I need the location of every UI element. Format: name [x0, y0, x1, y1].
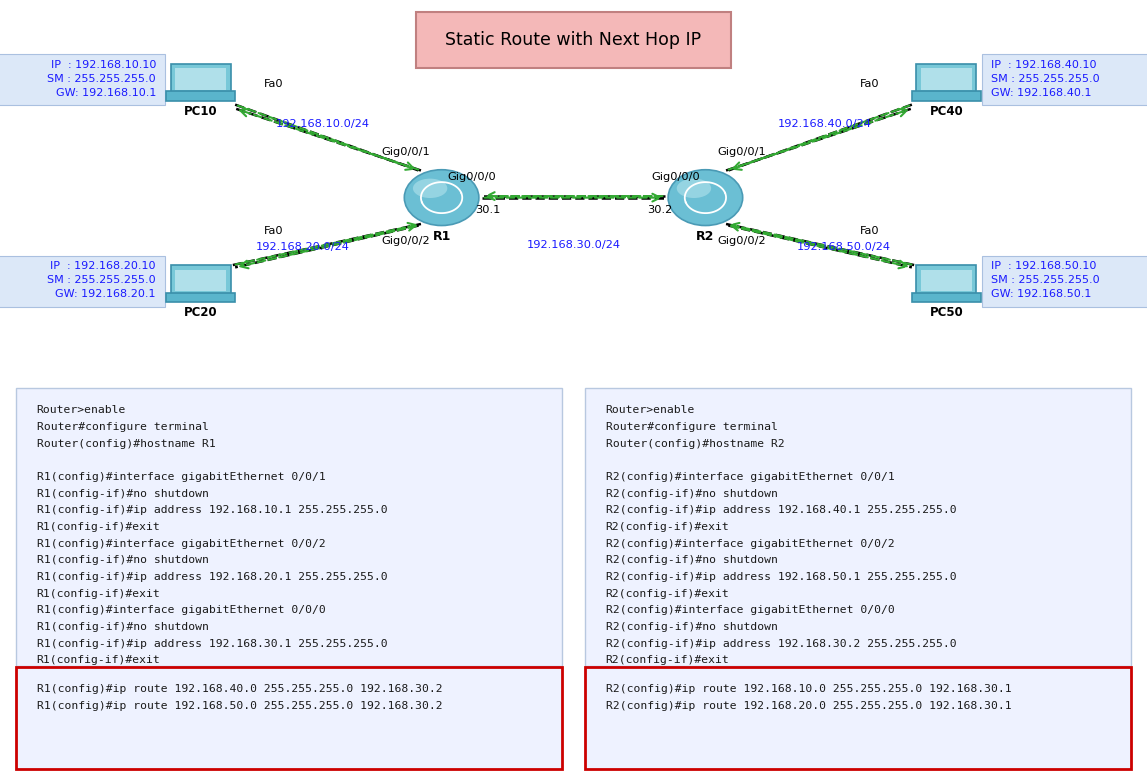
Text: R1(config-if)#no shutdown: R1(config-if)#no shutdown: [37, 622, 209, 632]
Text: SM : 255.255.255.0: SM : 255.255.255.0: [47, 74, 156, 84]
Text: R1(config-if)#ip address 192.168.30.1 255.255.255.0: R1(config-if)#ip address 192.168.30.1 25…: [37, 639, 388, 649]
FancyBboxPatch shape: [0, 256, 165, 307]
Text: PC20: PC20: [184, 306, 218, 319]
Text: R1(config)#ip route 192.168.40.0 255.255.255.0 192.168.30.2: R1(config)#ip route 192.168.40.0 255.255…: [37, 684, 443, 694]
Text: SM : 255.255.255.0: SM : 255.255.255.0: [991, 74, 1100, 84]
Ellipse shape: [677, 179, 711, 198]
Text: Fa0: Fa0: [860, 79, 880, 89]
FancyBboxPatch shape: [0, 54, 165, 105]
Text: 30.1: 30.1: [475, 205, 500, 215]
Text: R1(config-if)#exit: R1(config-if)#exit: [37, 655, 161, 665]
Text: SM : 255.255.255.0: SM : 255.255.255.0: [47, 275, 156, 285]
Text: R2(config-if)#ip address 192.168.50.1 255.255.255.0: R2(config-if)#ip address 192.168.50.1 25…: [606, 572, 957, 582]
FancyBboxPatch shape: [916, 64, 976, 93]
FancyBboxPatch shape: [416, 12, 731, 68]
Text: Gig0/0/1: Gig0/0/1: [381, 147, 430, 157]
FancyBboxPatch shape: [921, 68, 972, 90]
Text: Gig0/0/0: Gig0/0/0: [650, 172, 700, 182]
Ellipse shape: [413, 179, 447, 198]
FancyBboxPatch shape: [16, 388, 562, 666]
FancyBboxPatch shape: [585, 388, 1131, 666]
Text: PC40: PC40: [929, 105, 963, 118]
Text: GW: 192.168.50.1: GW: 192.168.50.1: [991, 289, 1092, 299]
Text: 192.168.50.0/24: 192.168.50.0/24: [797, 242, 891, 252]
FancyBboxPatch shape: [916, 265, 976, 294]
Text: IP  : 192.168.50.10: IP : 192.168.50.10: [991, 261, 1097, 271]
Text: Router#configure terminal: Router#configure terminal: [37, 422, 209, 432]
Text: R2(config-if)#exit: R2(config-if)#exit: [606, 522, 729, 532]
Text: PC10: PC10: [184, 105, 218, 118]
FancyBboxPatch shape: [921, 270, 972, 291]
Text: Fa0: Fa0: [264, 226, 283, 236]
Text: R2(config-if)#exit: R2(config-if)#exit: [606, 589, 729, 598]
Text: SM : 255.255.255.0: SM : 255.255.255.0: [991, 275, 1100, 285]
Ellipse shape: [405, 170, 479, 226]
FancyBboxPatch shape: [175, 270, 226, 291]
Text: R1(config)#interface gigabitEthernet 0/0/2: R1(config)#interface gigabitEthernet 0/0…: [37, 539, 326, 549]
Text: R1(config)#interface gigabitEthernet 0/0/0: R1(config)#interface gigabitEthernet 0/0…: [37, 605, 326, 615]
Text: 192.168.40.0/24: 192.168.40.0/24: [778, 119, 872, 129]
Text: R1(config-if)#no shutdown: R1(config-if)#no shutdown: [37, 489, 209, 498]
Text: R2(config-if)#no shutdown: R2(config-if)#no shutdown: [606, 622, 778, 632]
FancyBboxPatch shape: [982, 256, 1147, 307]
FancyBboxPatch shape: [175, 68, 226, 90]
Text: R1(config-if)#ip address 192.168.10.1 255.255.255.0: R1(config-if)#ip address 192.168.10.1 25…: [37, 505, 388, 515]
Text: Static Route with Next Hop IP: Static Route with Next Hop IP: [445, 31, 702, 50]
Text: R2(config)#interface gigabitEthernet 0/0/0: R2(config)#interface gigabitEthernet 0/0…: [606, 605, 895, 615]
FancyBboxPatch shape: [166, 91, 235, 101]
Ellipse shape: [668, 170, 743, 226]
Text: R2: R2: [696, 230, 715, 243]
Text: 192.168.10.0/24: 192.168.10.0/24: [275, 119, 369, 129]
Text: R1(config-if)#exit: R1(config-if)#exit: [37, 522, 161, 532]
Text: IP  : 192.168.20.10: IP : 192.168.20.10: [50, 261, 156, 271]
FancyBboxPatch shape: [16, 667, 562, 769]
Text: Gig0/0/1: Gig0/0/1: [717, 147, 766, 157]
Text: Router(config)#hostname R1: Router(config)#hostname R1: [37, 439, 216, 449]
Text: R2(config-if)#no shutdown: R2(config-if)#no shutdown: [606, 555, 778, 565]
Text: Gig0/0/2: Gig0/0/2: [717, 236, 765, 246]
Text: R2(config)#interface gigabitEthernet 0/0/2: R2(config)#interface gigabitEthernet 0/0…: [606, 539, 895, 549]
Text: R1(config-if)#no shutdown: R1(config-if)#no shutdown: [37, 555, 209, 565]
Text: R2(config-if)#ip address 192.168.30.2 255.255.255.0: R2(config-if)#ip address 192.168.30.2 25…: [606, 639, 957, 649]
FancyBboxPatch shape: [912, 293, 981, 302]
Text: PC50: PC50: [929, 306, 963, 319]
FancyBboxPatch shape: [171, 265, 231, 294]
Text: 192.168.30.0/24: 192.168.30.0/24: [526, 240, 621, 250]
Text: Fa0: Fa0: [264, 79, 283, 89]
Text: R1: R1: [432, 230, 451, 243]
Text: R1(config)#interface gigabitEthernet 0/0/1: R1(config)#interface gigabitEthernet 0/0…: [37, 472, 326, 482]
Text: IP  : 192.168.10.10: IP : 192.168.10.10: [50, 60, 156, 70]
Text: R2(config-if)#exit: R2(config-if)#exit: [606, 655, 729, 665]
FancyBboxPatch shape: [166, 293, 235, 302]
Text: Router(config)#hostname R2: Router(config)#hostname R2: [606, 439, 785, 449]
Text: IP  : 192.168.40.10: IP : 192.168.40.10: [991, 60, 1097, 70]
Text: R2(config-if)#ip address 192.168.40.1 255.255.255.0: R2(config-if)#ip address 192.168.40.1 25…: [606, 505, 957, 515]
Text: Gig0/0/0: Gig0/0/0: [447, 172, 497, 182]
Text: GW: 192.168.40.1: GW: 192.168.40.1: [991, 88, 1092, 98]
Text: R2(config)#ip route 192.168.10.0 255.255.255.0 192.168.30.1: R2(config)#ip route 192.168.10.0 255.255…: [606, 684, 1012, 694]
Text: R2(config)#interface gigabitEthernet 0/0/1: R2(config)#interface gigabitEthernet 0/0…: [606, 472, 895, 482]
Text: 30.2: 30.2: [647, 205, 672, 215]
Text: Router#configure terminal: Router#configure terminal: [606, 422, 778, 432]
FancyBboxPatch shape: [982, 54, 1147, 105]
Text: Gig0/0/2: Gig0/0/2: [382, 236, 430, 246]
Text: 192.168.20.0/24: 192.168.20.0/24: [256, 242, 350, 252]
Text: R2(config-if)#no shutdown: R2(config-if)#no shutdown: [606, 489, 778, 498]
Text: Router>enable: Router>enable: [37, 405, 126, 415]
FancyBboxPatch shape: [912, 91, 981, 101]
Text: GW: 192.168.20.1: GW: 192.168.20.1: [55, 289, 156, 299]
Text: Router>enable: Router>enable: [606, 405, 695, 415]
FancyBboxPatch shape: [171, 64, 231, 93]
Text: R2(config)#ip route 192.168.20.0 255.255.255.0 192.168.30.1: R2(config)#ip route 192.168.20.0 255.255…: [606, 701, 1012, 711]
Text: GW: 192.168.10.1: GW: 192.168.10.1: [55, 88, 156, 98]
Text: Fa0: Fa0: [860, 226, 880, 236]
Text: R1(config-if)#ip address 192.168.20.1 255.255.255.0: R1(config-if)#ip address 192.168.20.1 25…: [37, 572, 388, 582]
Text: R1(config)#ip route 192.168.50.0 255.255.255.0 192.168.30.2: R1(config)#ip route 192.168.50.0 255.255…: [37, 701, 443, 711]
Text: R1(config-if)#exit: R1(config-if)#exit: [37, 589, 161, 598]
FancyBboxPatch shape: [585, 667, 1131, 769]
